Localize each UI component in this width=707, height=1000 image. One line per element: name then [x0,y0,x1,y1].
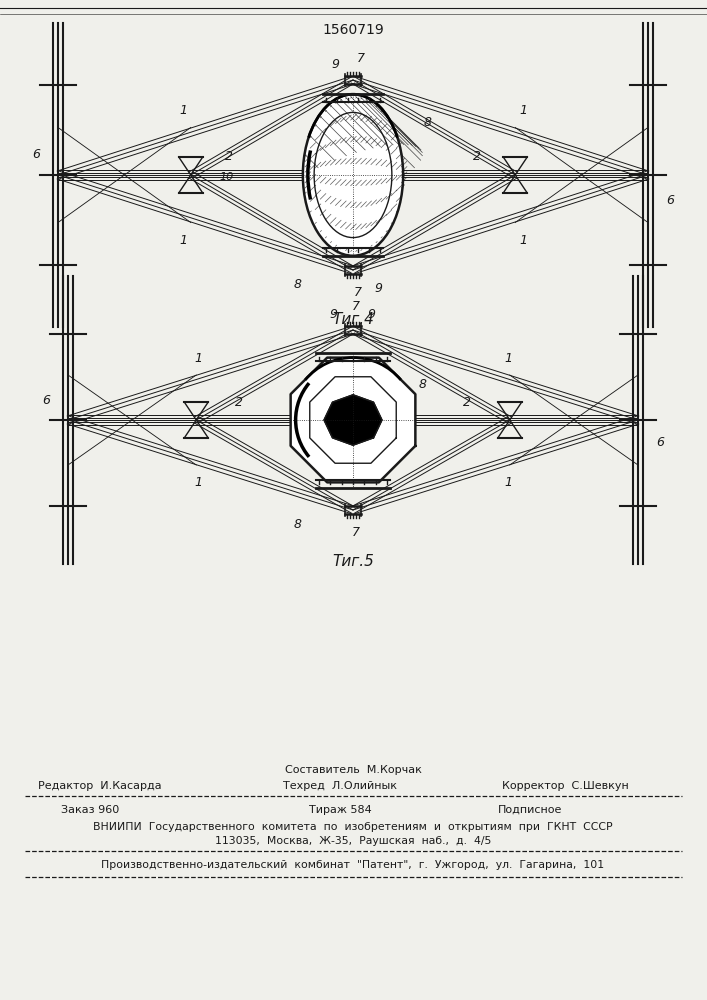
Text: 8: 8 [294,518,302,532]
Text: 7: 7 [352,526,360,538]
Text: 7: 7 [354,286,362,298]
Text: Составитель  М.Корчак: Составитель М.Корчак [284,765,421,775]
Text: ВНИИПИ  Государственного  комитета  по  изобретениям  и  открытиям  при  ГКНТ  С: ВНИИПИ Государственного комитета по изоб… [93,822,613,832]
Text: 7: 7 [352,300,360,312]
Text: 6: 6 [42,393,50,406]
Text: 6: 6 [656,436,664,448]
Text: Редактор  И.Касарда: Редактор И.Касарда [38,781,162,791]
Text: 2: 2 [473,150,481,163]
Text: 1: 1 [504,476,512,488]
Text: 2: 2 [463,395,471,408]
Text: Тираж 584: Тираж 584 [309,805,371,815]
Text: 1: 1 [194,476,202,488]
Text: Τиг.4: Τиг.4 [332,312,374,328]
Text: Производственно-издательский  комбинат  "Патент",  г.  Ужгород,  ул.  Гагарина, : Производственно-издательский комбинат "П… [101,860,604,870]
Text: 4: 4 [354,418,362,432]
Text: Τиг.5: Τиг.5 [332,554,374,570]
Text: 9: 9 [367,308,375,320]
Text: 1: 1 [519,233,527,246]
Text: 1: 1 [179,233,187,246]
Polygon shape [291,358,415,482]
Text: 1: 1 [519,104,527,116]
Text: 2: 2 [225,150,233,163]
Text: 9: 9 [374,282,382,294]
Text: 1: 1 [194,352,202,364]
Polygon shape [310,377,396,463]
Text: 113035,  Москва,  Ж-35,  Раушская  наб.,  д.  4/5: 113035, Москва, Ж-35, Раушская наб., д. … [215,836,491,846]
Text: Заказ 960: Заказ 960 [61,805,119,815]
Text: Подписное: Подписное [498,805,562,815]
Text: 1: 1 [179,104,187,116]
Text: 1560719: 1560719 [322,23,384,37]
Text: 6: 6 [32,148,40,161]
Text: 8: 8 [419,377,427,390]
Text: Корректор  С.Шевкун: Корректор С.Шевкун [502,781,629,791]
Text: 9: 9 [329,308,337,320]
Polygon shape [324,395,382,445]
Text: 8: 8 [424,116,432,129]
Text: Техред  Л.Олийнык: Техред Л.Олийнык [283,781,397,791]
Text: 2: 2 [235,395,243,408]
Text: 6: 6 [666,194,674,207]
Ellipse shape [303,94,403,256]
Text: 1: 1 [504,352,512,364]
Text: 9: 9 [331,57,339,70]
Text: 10: 10 [219,172,233,182]
Text: 4: 4 [379,174,387,186]
Text: 7: 7 [357,51,365,64]
Text: 8: 8 [294,278,302,292]
